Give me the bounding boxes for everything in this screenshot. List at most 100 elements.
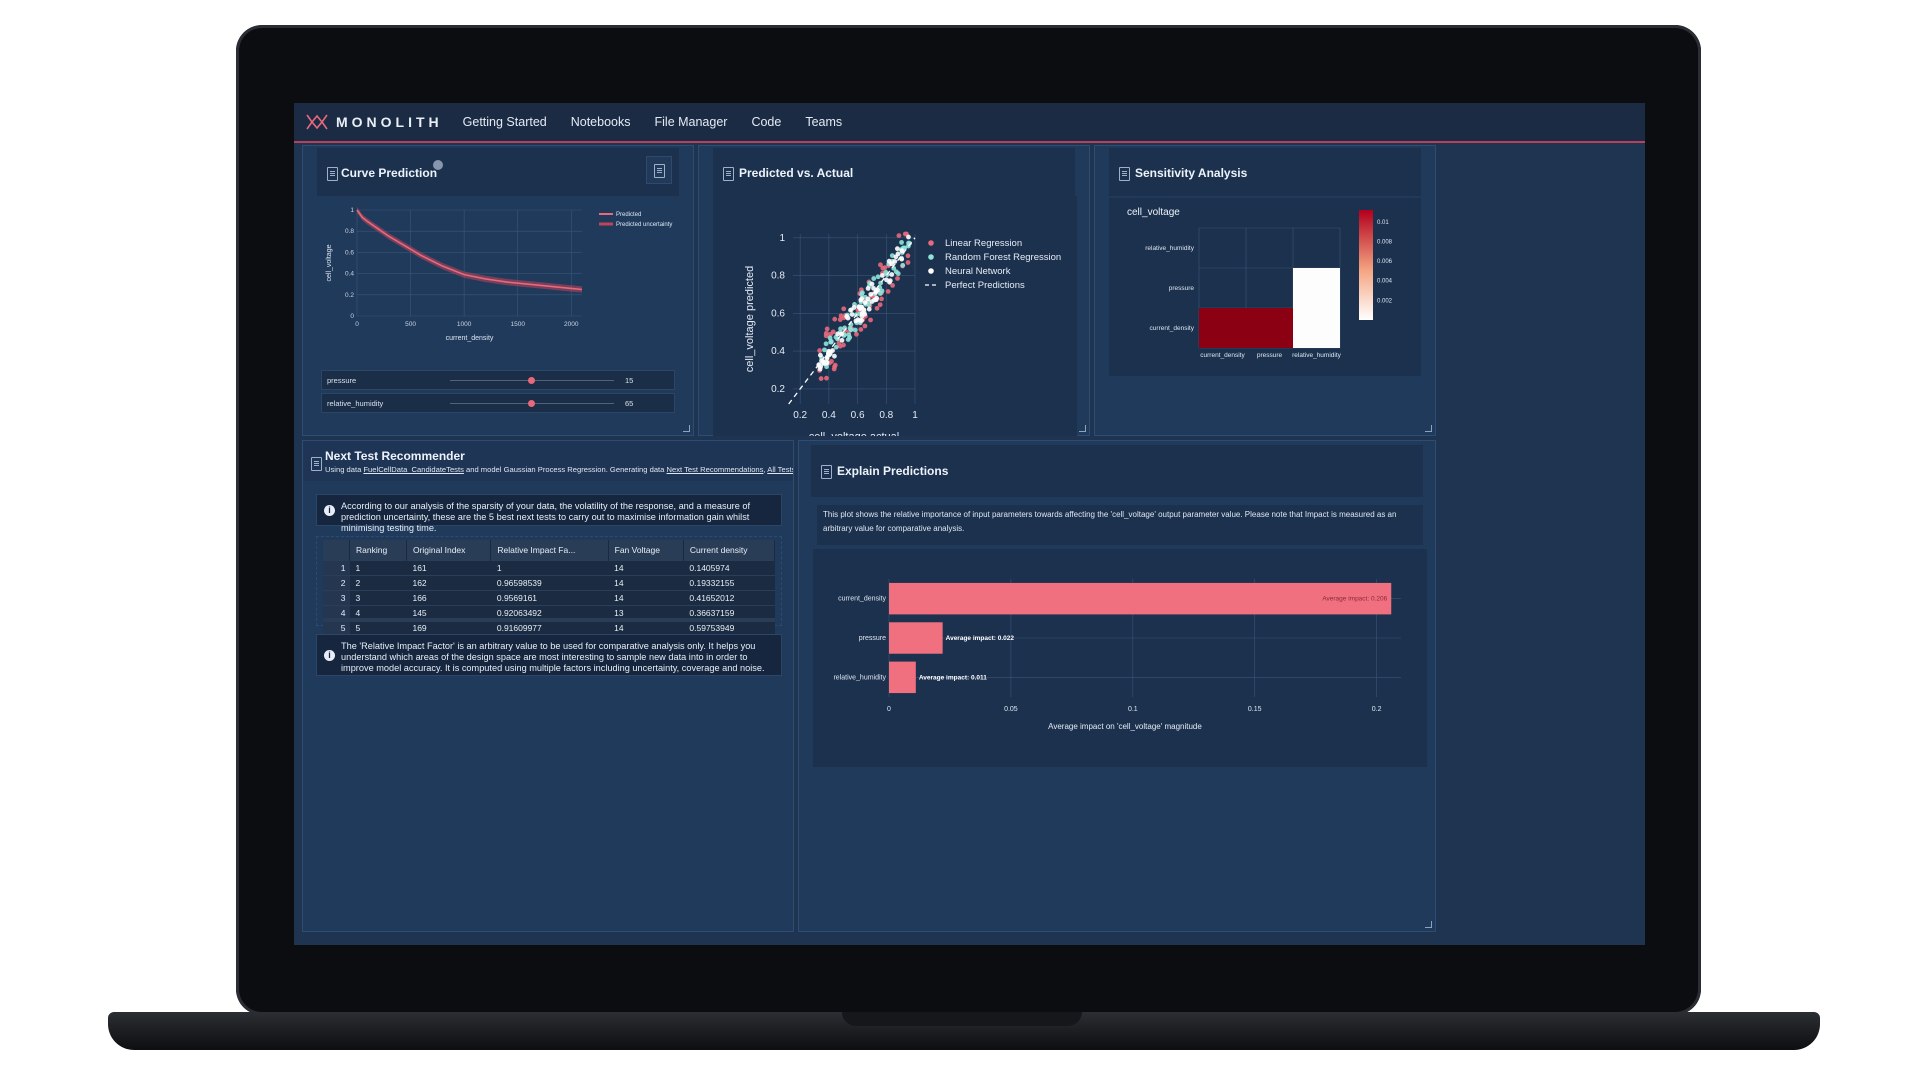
slider-handle[interactable] [528,377,535,384]
scatter-point [824,326,830,332]
nav-teams[interactable]: Teams [805,115,843,129]
table-cell: 2 [349,575,407,591]
scatter-point [894,246,900,252]
scatter-point [906,234,911,240]
scatter-point [832,316,838,322]
y-tick-label: current_density [838,596,886,603]
legend-label: Neural Network [945,266,1011,277]
scatter-point [862,323,868,329]
table-cell: 145 [406,605,491,621]
table-cell: 0.96598539 [490,575,609,591]
heatmap-cell [1246,308,1293,348]
panel-title: Predicted vs. Actual [739,166,854,180]
legend-label: Predicted [616,212,641,218]
desc-text: , [763,465,768,474]
output-link[interactable]: All Tests Consid [767,465,793,474]
info-icon: i [324,505,335,516]
column-header[interactable]: Relative Impact Fa... [490,540,609,561]
colorbar-tick-label: 0.004 [1377,279,1393,285]
table-cell: 14 [608,575,684,591]
explain-header [811,445,1423,497]
scatter-point [823,330,829,336]
x-tick-label: pressure [1257,352,1283,359]
table-cell: 1 [490,560,609,576]
output-link[interactable]: Next Test Recommendations [666,465,764,474]
table-cell: 0.92063492 [490,605,609,621]
scatter-point [895,276,900,281]
scatter-point [858,327,864,332]
y-axis-label: cell_voltage predicted [744,266,756,372]
resize-handle[interactable] [683,425,690,432]
info-notice: i According to our analysis of the spars… [316,494,782,533]
notice-text: The 'Relative Impact Factor' is an arbit… [341,641,765,673]
scatter-point [899,248,905,254]
nav-file-manager[interactable]: File Manager [654,115,728,129]
resize-handle[interactable] [1425,921,1432,928]
info-notice: i The 'Relative Impact Factor' is an arb… [316,634,782,676]
legend-swatch [928,240,934,246]
nav-getting-started[interactable]: Getting Started [462,115,547,129]
top-nav-bar: MONOLITH Getting Started Notebooks File … [294,103,1645,143]
table-row[interactable]: 4 4 145 0.92063492 13 0.36637159 [323,605,775,621]
scatter-point [832,353,837,359]
pva-header [713,148,1075,196]
table-scrollbar[interactable] [323,618,775,622]
curve-prediction-panel: Curve Prediction 0 500 1000 1500 2000 0 0.2 0.4… [302,145,694,436]
table-row[interactable]: 5 5 169 0.91609977 14 0.59753949 [323,620,775,635]
scatter-point [885,289,891,294]
scatter-point [837,317,843,323]
scatter-point [902,231,908,237]
scatter-point [859,311,865,316]
scatter-point [859,318,865,323]
legend-label: Perfect Predictions [945,280,1025,291]
scatter-point [889,272,895,277]
legend-swatch [928,268,934,274]
scatter-point [880,273,885,278]
document-icon [821,465,832,479]
x-tick-label: 1500 [510,321,525,328]
table-row[interactable]: 2 2 162 0.96598539 14 0.19332155 [323,575,775,591]
bar-data-label: Average impact: 0.022 [946,635,1015,642]
monolith-logo-icon [306,114,328,130]
nav-code[interactable]: Code [751,115,782,129]
scatter-point [882,265,888,271]
column-header[interactable]: Original Index [406,540,492,561]
curve-prediction-header [317,148,679,196]
slider-value: 65 [625,399,634,408]
column-header[interactable]: Current density [683,540,776,561]
table-cell: 4 [349,605,407,621]
scatter-point [884,277,889,283]
table-row[interactable]: 1 1 161 1 14 0.1405974 [323,560,775,576]
heatmap-cell [1199,308,1246,348]
scatter-point [823,341,829,347]
column-header[interactable]: Fan Voltage [608,540,684,561]
colorbar-tick-label: 0.006 [1377,259,1393,265]
scatter-point [905,253,911,259]
notice-text: According to our analysis of the sparsit… [341,501,751,533]
slider-handle[interactable] [528,400,535,407]
x-tick-label: 0 [355,321,359,328]
legend-swatch [928,254,934,260]
row-number: 4 [323,605,350,621]
slider-label: relative_humidity [327,399,384,408]
scatter-point [856,304,862,310]
row-number: 5 [323,620,350,635]
scatter-point [848,307,854,313]
scatter-point [865,286,871,291]
info-icon[interactable] [433,160,443,170]
y-tick-label: current_density [1150,325,1195,332]
recommender-header [303,441,793,481]
logo[interactable]: MONOLITH [306,113,443,131]
document-icon[interactable] [646,156,672,184]
nav-notebooks[interactable]: Notebooks [570,115,631,129]
document-icon [327,167,338,181]
scatter-point [899,256,905,262]
explain-description: This plot shows the relative importance … [817,505,1423,545]
resize-handle[interactable] [1079,425,1086,432]
dataset-link[interactable]: FuelCellData_CandidateTests [363,465,464,474]
resize-handle[interactable] [1425,425,1432,432]
x-tick-label: 0.2 [793,410,807,421]
table-row[interactable]: 3 3 166 0.9569161 14 0.41652012 [323,590,775,606]
column-header[interactable]: Ranking [349,540,407,561]
logo-text: MONOLITH [336,114,443,130]
